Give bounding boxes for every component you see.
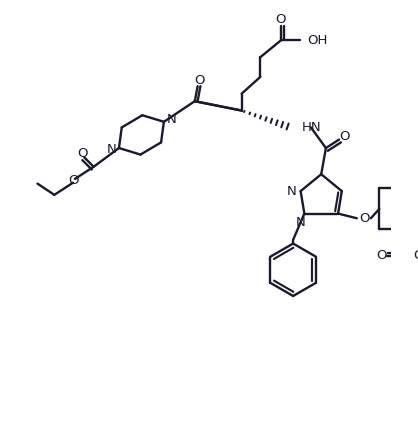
Text: O: O — [77, 147, 88, 160]
Text: O: O — [68, 174, 78, 187]
Text: OH: OH — [307, 34, 328, 47]
Text: O: O — [413, 249, 418, 262]
Text: O: O — [359, 212, 370, 225]
Text: HN: HN — [301, 121, 321, 134]
Text: O: O — [376, 249, 386, 262]
Text: N: N — [166, 114, 176, 127]
Text: N: N — [296, 216, 306, 229]
Text: N: N — [286, 184, 296, 197]
Text: N: N — [107, 143, 116, 156]
Text: O: O — [276, 13, 286, 26]
Text: O: O — [339, 130, 350, 143]
Text: O: O — [194, 74, 205, 87]
